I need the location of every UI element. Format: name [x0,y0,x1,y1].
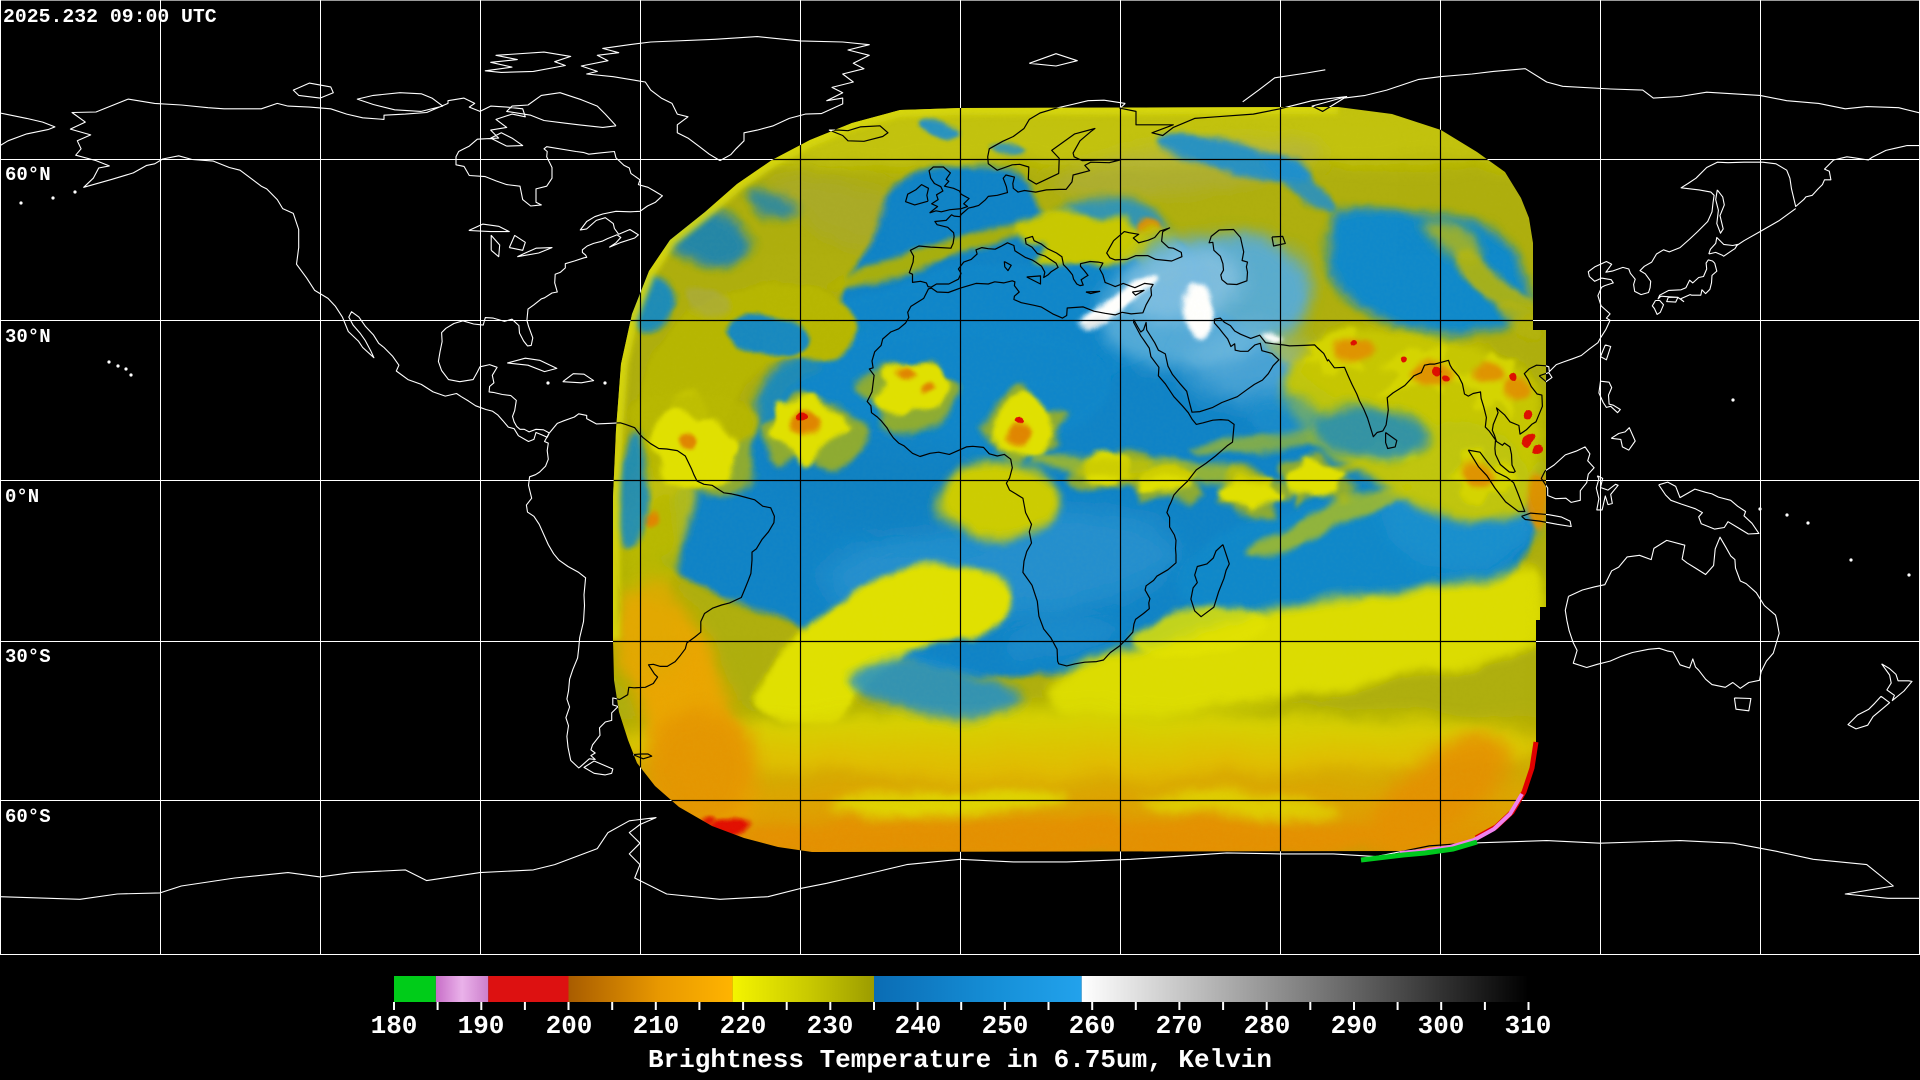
svg-text:230: 230 [807,1011,854,1041]
svg-text:290: 290 [1331,1011,1378,1041]
svg-text:280: 280 [1244,1011,1291,1041]
svg-text:60°S: 60°S [5,806,51,828]
svg-text:220: 220 [720,1011,767,1041]
svg-text:0°N: 0°N [5,486,39,508]
svg-text:210: 210 [633,1011,680,1041]
svg-text:250: 250 [982,1011,1029,1041]
svg-text:260: 260 [1069,1011,1116,1041]
svg-text:240: 240 [895,1011,942,1041]
svg-text:Brightness Temperature in 6.75: Brightness Temperature in 6.75um, Kelvin [648,1045,1272,1075]
svg-text:270: 270 [1156,1011,1203,1041]
svg-text:200: 200 [546,1011,593,1041]
svg-text:300: 300 [1418,1011,1465,1041]
svg-text:30°S: 30°S [5,646,51,668]
svg-text:310: 310 [1505,1011,1552,1041]
svg-text:190: 190 [458,1011,505,1041]
svg-text:30°N: 30°N [5,326,51,348]
svg-text:60°N: 60°N [5,164,51,186]
svg-text:2025.232 09:00 UTC: 2025.232 09:00 UTC [3,6,217,28]
svg-text:180: 180 [371,1011,418,1041]
